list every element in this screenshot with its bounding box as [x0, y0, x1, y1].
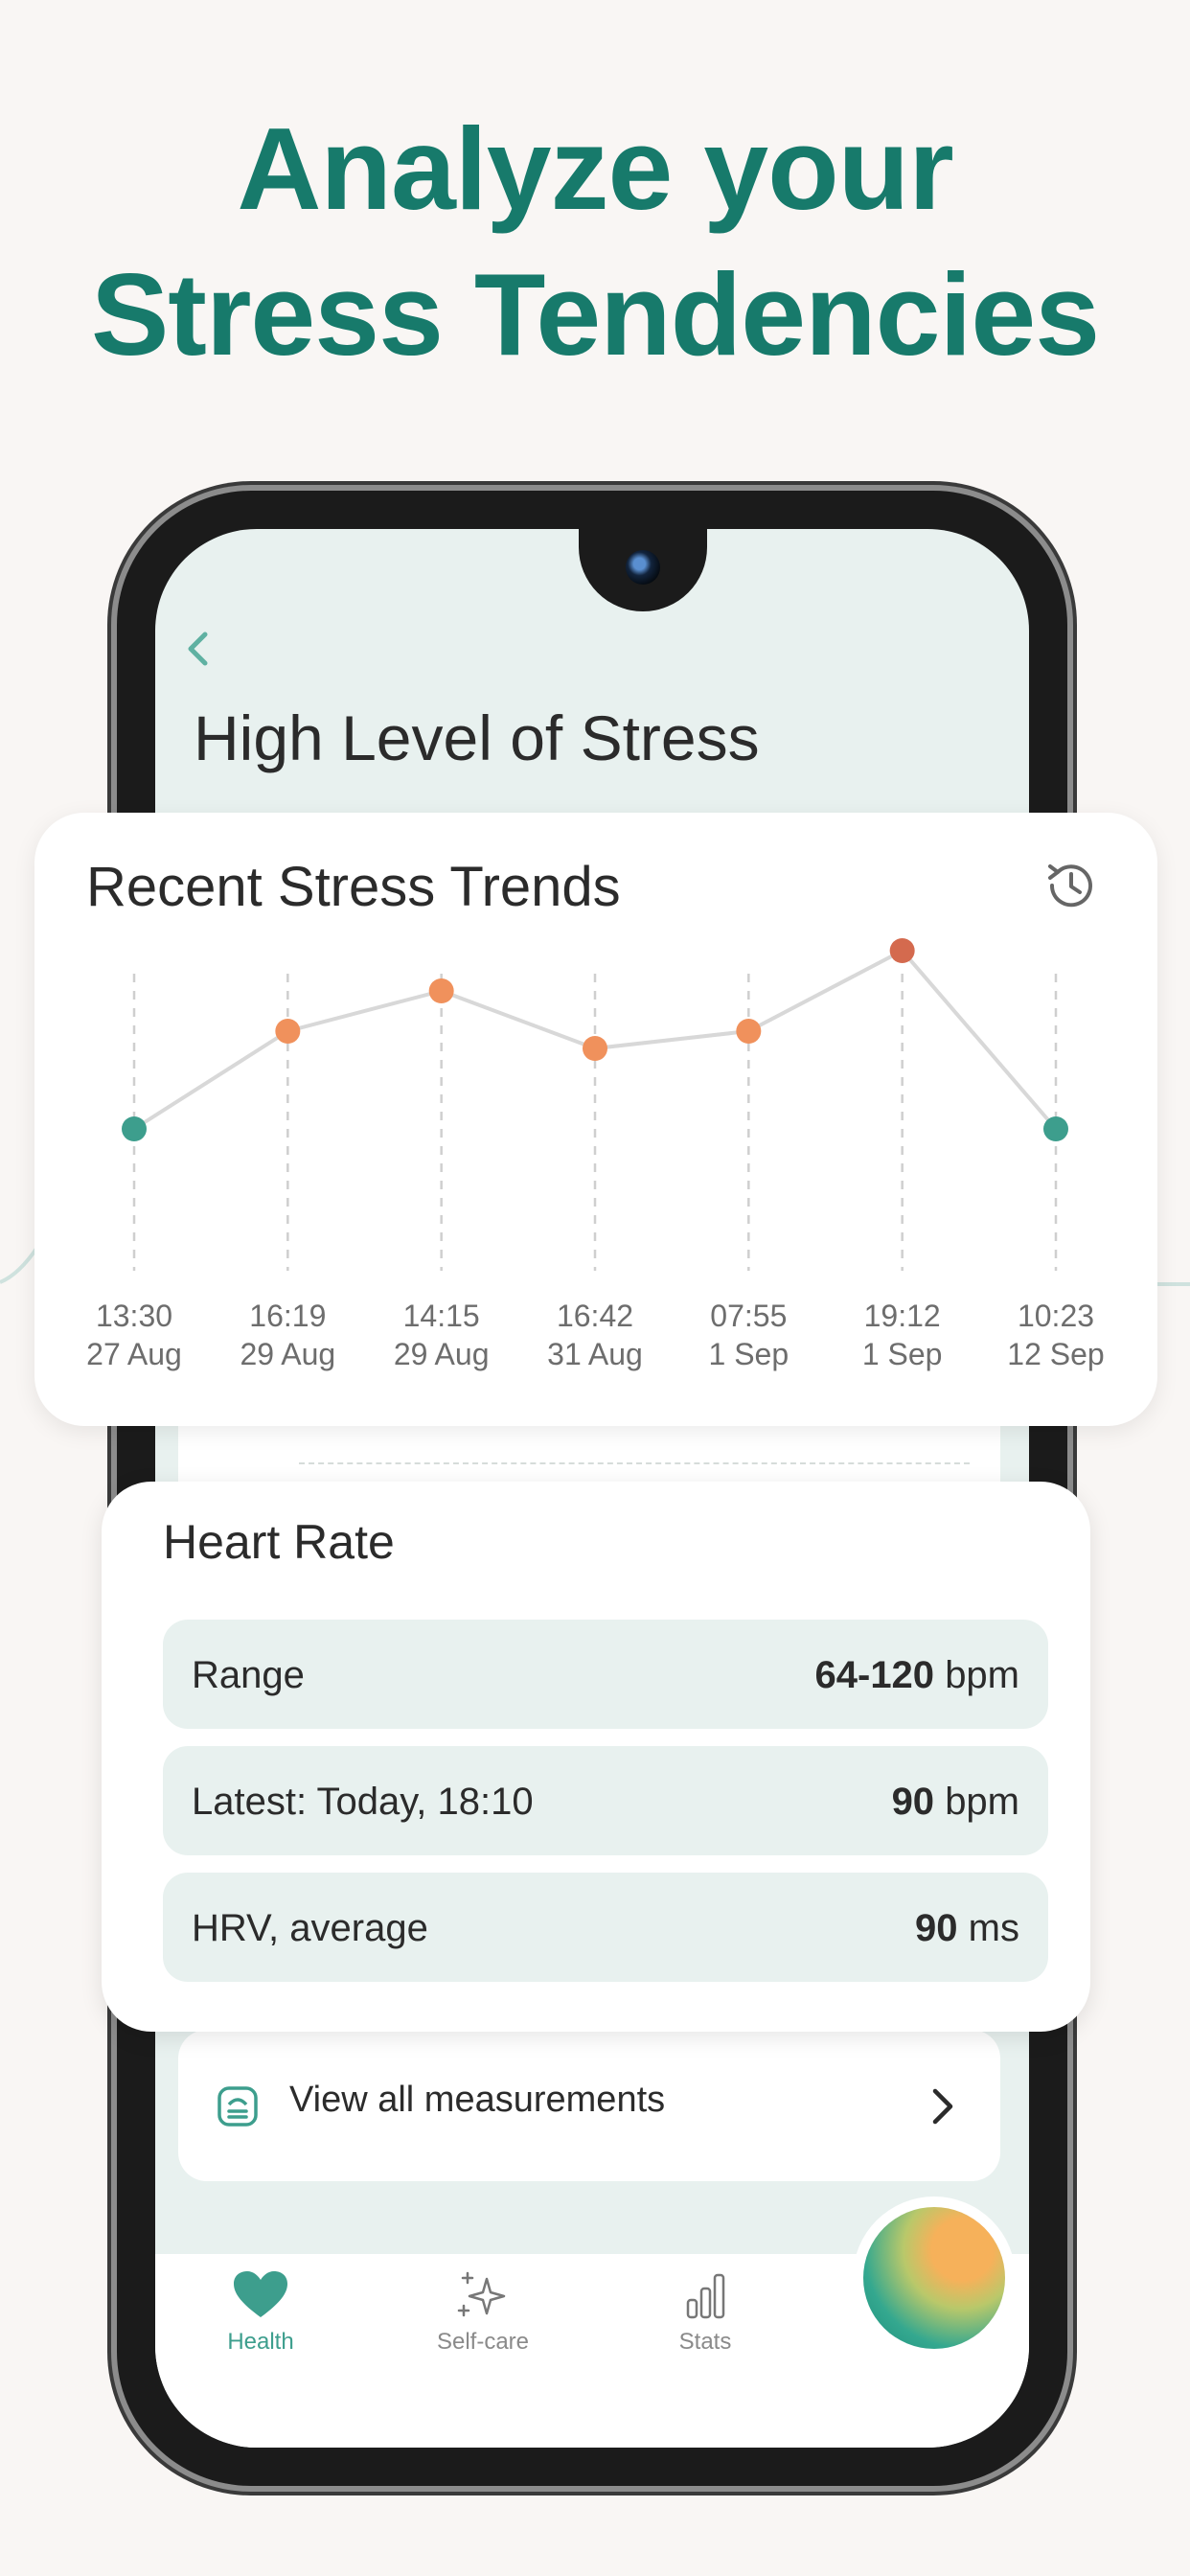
heart-icon: [234, 2271, 287, 2317]
x-tick-time: 14:15: [403, 1299, 480, 1333]
nav-label-health: Health: [227, 2329, 294, 2355]
x-tick-date: 12 Sep: [1007, 1337, 1104, 1371]
nav-item-self-care[interactable]: Self-care: [397, 2269, 569, 2356]
heart-rate-latest-row: Latest: Today, 18:10 90 bpm: [163, 1746, 1048, 1855]
back-chevron-icon[interactable]: [174, 625, 222, 673]
hr-latest-value: 90 bpm: [891, 1781, 1019, 1823]
hr-latest-label: Latest: Today, 18:10: [192, 1781, 534, 1823]
nav-label-self-care: Self-care: [436, 2329, 530, 2355]
camera-icon: [626, 550, 660, 585]
divider: [299, 1462, 970, 1464]
heart-rate-card: Heart Rate Range 64-120 bpm Latest: Toda…: [102, 1482, 1090, 2032]
heart-rate-title: Heart Rate: [163, 1515, 395, 1569]
data-point: [889, 938, 915, 963]
headline-line-2: Stress Tendencies: [90, 249, 1100, 380]
x-tick-time: 19:12: [864, 1299, 941, 1333]
notch: [579, 529, 707, 611]
hr-range-label: Range: [192, 1654, 305, 1696]
assistant-orb-button[interactable]: [853, 2196, 1016, 2359]
hr-hrv-label: HRV, average: [192, 1907, 428, 1949]
stress-trends-card: Recent Stress Trends 13:30 27 Aug 16:19 29 …: [34, 813, 1157, 1426]
hr-hrv-value: 90 ms: [915, 1907, 1019, 1949]
x-tick-date: 1 Sep: [709, 1337, 790, 1371]
nav-label-stats: Stats: [678, 2329, 732, 2355]
headline: Analyze your Stress Tendencies: [0, 96, 1190, 387]
page-title: High Level of Stress: [194, 702, 760, 773]
heart-rate-hrv-row: HRV, average 90 ms: [163, 1873, 1048, 1982]
x-tick-time: 16:42: [557, 1299, 633, 1333]
data-point: [122, 1116, 147, 1141]
view-all-measurements-label: View all measurements: [289, 2080, 666, 2120]
x-tick-date: 31 Aug: [547, 1337, 643, 1371]
heart-rate-range-row: Range 64-120 bpm: [163, 1620, 1048, 1729]
data-point: [1043, 1116, 1068, 1141]
x-tick-time: 10:23: [1018, 1299, 1094, 1333]
headline-line-1: Analyze your: [237, 104, 953, 234]
bar-chart-icon: [686, 2273, 725, 2319]
data-point: [428, 978, 454, 1003]
x-tick-time: 13:30: [96, 1299, 172, 1333]
data-point: [275, 1019, 301, 1044]
nav-item-stats[interactable]: Stats: [619, 2269, 791, 2356]
x-tick-date: 1 Sep: [862, 1337, 943, 1371]
x-tick-time: 16:19: [249, 1299, 326, 1333]
stress-trends-title: Recent Stress Trends: [86, 856, 621, 918]
data-point: [736, 1019, 762, 1044]
x-tick-date: 29 Aug: [394, 1337, 490, 1371]
chevron-right-icon: [932, 2088, 953, 2125]
data-point: [583, 1036, 607, 1061]
x-tick-date: 29 Aug: [240, 1337, 336, 1371]
x-tick-date: 27 Aug: [86, 1337, 182, 1371]
hr-range-value: 64-120 bpm: [814, 1654, 1020, 1696]
view-all-measurements-button[interactable]: View all measurements: [178, 2030, 1000, 2181]
sparkle-icon: [457, 2271, 506, 2317]
stress-trend-chart: 13:30 27 Aug 16:19 29 Aug 14:15 29 Aug 16:42 31…: [86, 938, 1105, 1371]
scale-icon: [217, 2086, 258, 2127]
x-tick-time: 07:55: [710, 1299, 787, 1333]
history-icon[interactable]: [1041, 855, 1102, 916]
orb-icon: [863, 2207, 1005, 2349]
nav-item-health[interactable]: Health: [174, 2269, 347, 2356]
